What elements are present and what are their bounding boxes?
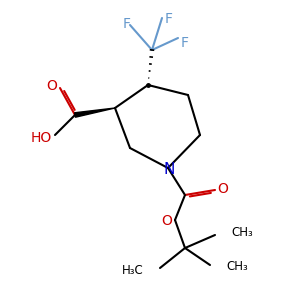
- Text: F: F: [181, 36, 189, 50]
- Text: CH₃: CH₃: [231, 226, 253, 239]
- Text: HO: HO: [30, 131, 52, 145]
- Text: N: N: [163, 161, 175, 176]
- Text: O: O: [162, 214, 172, 228]
- Text: O: O: [46, 79, 57, 93]
- Text: H₃C: H₃C: [122, 263, 144, 277]
- Text: F: F: [123, 17, 131, 31]
- Text: O: O: [218, 182, 228, 196]
- Polygon shape: [75, 108, 115, 117]
- Text: F: F: [165, 12, 173, 26]
- Text: CH₃: CH₃: [226, 260, 248, 272]
